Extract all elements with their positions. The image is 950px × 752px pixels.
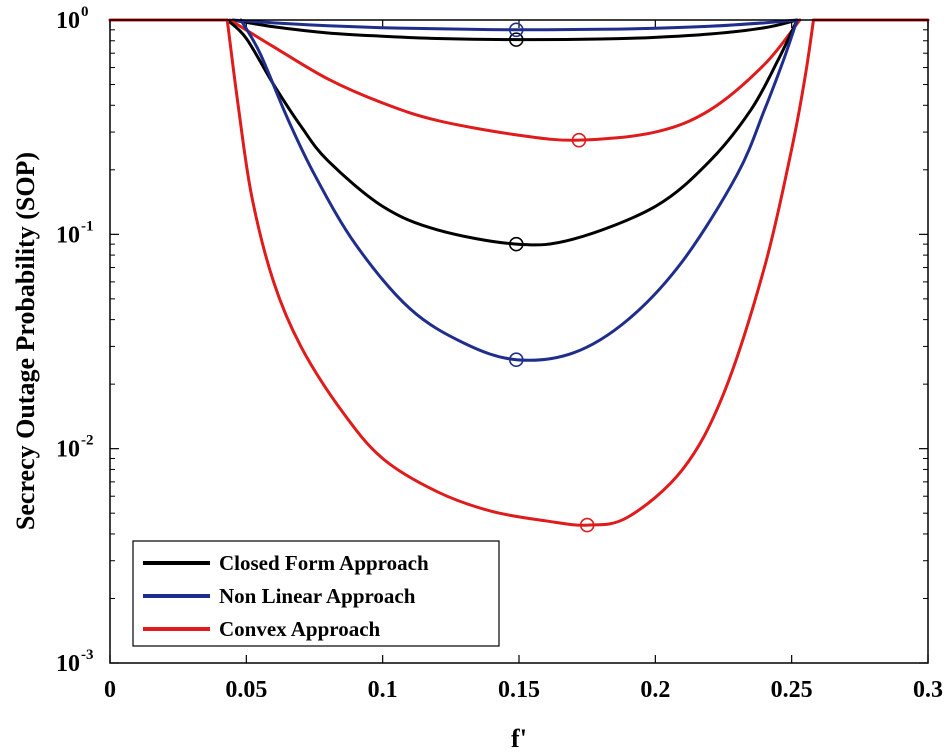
min-marker-closed-form-approach [508, 236, 524, 252]
x-tick-label: 0 [104, 677, 116, 703]
min-marker-convex-approach [571, 132, 587, 148]
series-line-convex-approach [228, 18, 802, 142]
x-tick-label: 0.1 [368, 677, 398, 703]
min-marker-convex-approach [579, 517, 595, 533]
series-line-closed-form-approach [225, 18, 799, 247]
y-tick-label: 10 [56, 8, 80, 34]
y-tick-label: 10 [56, 651, 80, 677]
y-tick-exponent: 0 [81, 4, 89, 20]
x-tick-label: 0.05 [225, 677, 267, 703]
series-layer [108, 18, 930, 527]
marker-layer [508, 22, 595, 533]
y-tick-label: 10 [56, 222, 80, 248]
series-line-closed-form-approach [231, 18, 799, 42]
series-line-non-linear-approach [231, 18, 799, 32]
y-tick-exponent: -1 [81, 218, 94, 234]
y-tick-label: 10 [56, 437, 80, 463]
min-marker-non-linear-approach [508, 22, 524, 38]
legend-label-closed-form-approach: Closed Form Approach [219, 551, 429, 575]
y-tick-exponent: -3 [81, 647, 94, 663]
y-tick-exponent: -2 [81, 433, 94, 449]
legend-label-non-linear-approach: Non Linear Approach [219, 584, 416, 608]
series-line-non-linear-approach [239, 18, 799, 362]
legend-label-convex-approach: Convex Approach [219, 617, 381, 641]
series-line-convex-approach [225, 18, 815, 527]
min-marker-non-linear-approach [508, 352, 524, 368]
min-marker-closed-form-approach [508, 32, 524, 47]
x-tick-label: 0.25 [771, 677, 813, 703]
x-tick-labels: 0 0.05 0.1 0.15 0.2 0.25 0.3 [104, 677, 943, 703]
x-axis-label: f' [511, 724, 527, 752]
plot-frame [109, 19, 929, 664]
axis-ticks [109, 19, 929, 664]
x-tick-label: 0.15 [498, 677, 540, 703]
y-axis-label: Secrecy Outage Probability (SOP) [11, 152, 40, 530]
x-tick-label: 0.2 [640, 677, 670, 703]
legend: Closed Form Approach Non Linear Approach C… [132, 540, 500, 647]
x-tick-label: 0.3 [913, 677, 943, 703]
